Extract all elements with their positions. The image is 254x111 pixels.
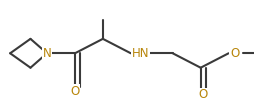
Text: HN: HN (132, 47, 149, 60)
Text: O: O (70, 85, 80, 98)
Text: O: O (230, 47, 240, 60)
Text: N: N (43, 47, 51, 60)
Text: O: O (199, 88, 208, 101)
